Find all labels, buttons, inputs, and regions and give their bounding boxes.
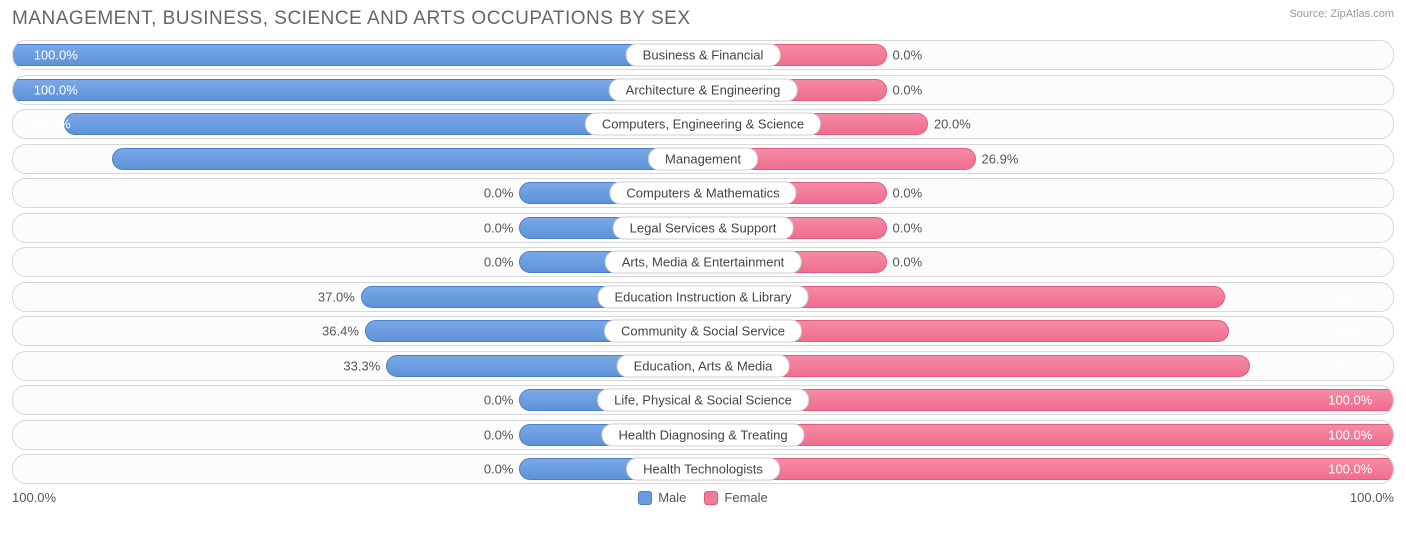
value-female: 100.0% bbox=[1328, 427, 1372, 442]
chart-row: 73.1% 26.9% Management bbox=[12, 144, 1394, 174]
category-label: Health Technologists bbox=[626, 458, 780, 481]
swatch-male-icon bbox=[638, 491, 652, 505]
value-female: 100.0% bbox=[1328, 393, 1372, 408]
category-label: Computers & Mathematics bbox=[609, 182, 796, 205]
chart-row: 0.0% 0.0% Arts, Media & Entertainment bbox=[12, 247, 1394, 277]
value-female: 0.0% bbox=[887, 186, 923, 201]
chart-footer: 100.0% Male Female 100.0% bbox=[12, 490, 1394, 505]
value-female: 63.6% bbox=[1335, 324, 1372, 339]
category-label: Architecture & Engineering bbox=[609, 78, 798, 101]
category-label: Arts, Media & Entertainment bbox=[605, 251, 802, 274]
chart-row: 0.0% 100.0% Health Technologists bbox=[12, 454, 1394, 484]
category-label: Education Instruction & Library bbox=[597, 285, 808, 308]
value-male: 73.1% bbox=[34, 151, 71, 166]
chart-row: 0.0% 0.0% Computers & Mathematics bbox=[12, 178, 1394, 208]
value-male: 100.0% bbox=[34, 48, 78, 63]
value-male: 36.4% bbox=[322, 324, 365, 339]
value-male: 0.0% bbox=[484, 462, 520, 477]
value-male: 0.0% bbox=[484, 220, 520, 235]
category-label: Health Diagnosing & Treating bbox=[601, 423, 804, 446]
chart-row: 0.0% 100.0% Health Diagnosing & Treating bbox=[12, 420, 1394, 450]
category-label: Community & Social Service bbox=[604, 320, 802, 343]
swatch-female-icon bbox=[704, 491, 718, 505]
chart-header: MANAGEMENT, BUSINESS, SCIENCE AND ARTS O… bbox=[12, 8, 1394, 30]
chart-row: 80.0% 20.0% Computers, Engineering & Scien… bbox=[12, 109, 1394, 139]
category-label: Life, Physical & Social Science bbox=[597, 389, 809, 412]
value-female: 0.0% bbox=[887, 48, 923, 63]
chart-source: Source: ZipAtlas.com bbox=[1289, 8, 1394, 20]
value-male: 0.0% bbox=[484, 186, 520, 201]
axis-right-label: 100.0% bbox=[1350, 490, 1394, 505]
category-label: Education, Arts & Media bbox=[617, 354, 790, 377]
axis-left-label: 100.0% bbox=[12, 490, 56, 505]
legend-male: Male bbox=[638, 490, 686, 505]
category-label: Legal Services & Support bbox=[613, 216, 794, 239]
legend-male-label: Male bbox=[658, 490, 686, 505]
value-male: 0.0% bbox=[484, 427, 520, 442]
chart-row: 100.0% 0.0% Business & Financial bbox=[12, 40, 1394, 70]
value-female: 66.7% bbox=[1335, 358, 1372, 373]
value-female: 0.0% bbox=[887, 220, 923, 235]
chart-row: 0.0% 0.0% Legal Services & Support bbox=[12, 213, 1394, 243]
chart-title: MANAGEMENT, BUSINESS, SCIENCE AND ARTS O… bbox=[12, 8, 691, 30]
value-female: 0.0% bbox=[887, 255, 923, 270]
chart-row: 100.0% 0.0% Architecture & Engineering bbox=[12, 75, 1394, 105]
value-male: 33.3% bbox=[343, 358, 386, 373]
bar-male bbox=[112, 148, 741, 170]
value-male: 37.0% bbox=[318, 289, 361, 304]
value-female: 20.0% bbox=[928, 117, 971, 132]
value-female: 0.0% bbox=[887, 82, 923, 97]
value-female: 26.9% bbox=[976, 151, 1019, 166]
chart-area: 100.0%0.0%Business & Financial100.0%0.0%… bbox=[12, 40, 1394, 484]
chart-row: 36.4% 63.6% Community & Social Service bbox=[12, 316, 1394, 346]
value-female: 100.0% bbox=[1328, 462, 1372, 477]
value-male: 0.0% bbox=[484, 255, 520, 270]
category-label: Business & Financial bbox=[626, 44, 781, 67]
value-female: 63.0% bbox=[1335, 289, 1372, 304]
chart-row: 0.0% 100.0% Life, Physical & Social Scienc… bbox=[12, 385, 1394, 415]
chart-row: 33.3% 66.7% Education, Arts & Media bbox=[12, 351, 1394, 381]
chart-row: 37.0% 63.0% Education Instruction & Librar… bbox=[12, 282, 1394, 312]
category-label: Computers, Engineering & Science bbox=[585, 113, 821, 136]
legend-female: Female bbox=[704, 490, 767, 505]
value-male: 0.0% bbox=[484, 393, 520, 408]
legend-female-label: Female bbox=[724, 490, 767, 505]
value-male: 80.0% bbox=[34, 117, 71, 132]
category-label: Management bbox=[648, 147, 758, 170]
legend: Male Female bbox=[638, 490, 768, 505]
value-male: 100.0% bbox=[34, 82, 78, 97]
